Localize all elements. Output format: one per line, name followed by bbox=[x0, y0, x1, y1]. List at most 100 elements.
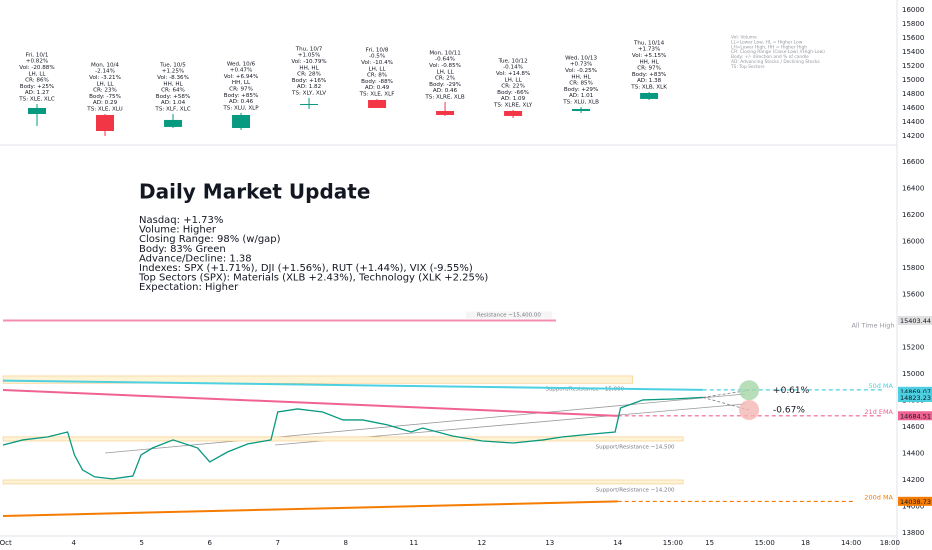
candle-note: HH, HL bbox=[639, 59, 659, 65]
y-tick-label: 14600 bbox=[902, 104, 924, 112]
y-tick-label: 15800 bbox=[902, 20, 924, 28]
candle-note: Body: -29% bbox=[429, 82, 461, 88]
legend-note: LL=Lower Low, HL = Higher Low bbox=[731, 39, 803, 45]
candle-date: Fri, 10/1 bbox=[26, 52, 49, 58]
resistance-label-box bbox=[465, 311, 552, 319]
legend-note: Body: +/- direction and % of candle bbox=[731, 54, 809, 60]
candle-note: TS: XLRE, XLY bbox=[493, 103, 533, 109]
y-tick-label: 16400 bbox=[902, 184, 924, 192]
candle-note: +1.73% bbox=[638, 47, 660, 53]
y-tick-label: 14000 bbox=[902, 502, 924, 510]
x-tick-label: 15:00 bbox=[663, 539, 683, 547]
candle-body bbox=[28, 107, 47, 114]
y-tick-label: 16600 bbox=[902, 158, 924, 166]
candle-note: AD: 1.82 bbox=[297, 84, 321, 90]
projection-marker bbox=[739, 399, 760, 420]
candle-note: CR: 22% bbox=[501, 84, 525, 90]
y-tick-label: 15800 bbox=[902, 264, 924, 272]
y-tick-label: 15600 bbox=[902, 290, 924, 298]
candle-note: CR: 86% bbox=[25, 78, 49, 84]
candle-date: Fri, 10/8 bbox=[366, 47, 389, 53]
summary-line: Body: 83% Green bbox=[139, 244, 226, 255]
trend-line bbox=[104, 393, 746, 454]
x-tick-label: Oct bbox=[0, 539, 12, 547]
y-tick-label: 14400 bbox=[902, 118, 924, 126]
update-title: Daily Market Update bbox=[139, 180, 370, 204]
y-tick-label: 14600 bbox=[902, 423, 924, 431]
projection-arrow bbox=[702, 397, 750, 411]
projection-marker bbox=[739, 380, 760, 401]
moving-average bbox=[2, 379, 703, 391]
legend-note: CR: Closing Range (Close-Low) /(High-Low… bbox=[731, 49, 825, 55]
candle-note: Vol: -8.36% bbox=[157, 75, 189, 81]
candle-note: TS: XLRE, XLB bbox=[424, 94, 465, 100]
price-badge bbox=[898, 411, 932, 421]
candle-note: CR: 8% bbox=[367, 73, 387, 79]
candle-date: Thu, 10/14 bbox=[633, 40, 665, 46]
zone bbox=[2, 436, 684, 442]
candle-body bbox=[436, 110, 455, 115]
candle-note: AD: 1.04 bbox=[161, 100, 186, 106]
price-badge bbox=[898, 316, 932, 326]
candle-note: TS: XLE, XLU bbox=[86, 106, 122, 112]
projection-arrow bbox=[702, 389, 750, 398]
candle-note: Body: -75% bbox=[89, 94, 121, 100]
y-tick-label: 15000 bbox=[902, 76, 924, 84]
candle-note: Vol: +6.94% bbox=[224, 74, 259, 80]
price-badge bbox=[898, 496, 932, 506]
candle-note: Body: +58% bbox=[156, 94, 191, 100]
candle-date: Thu, 10/7 bbox=[295, 46, 323, 52]
candle-note: +0.47% bbox=[230, 68, 252, 74]
summary-line: Volume: Higher bbox=[139, 225, 217, 236]
candle-note: HH, HL bbox=[299, 65, 319, 71]
y-tick-label: 15400 bbox=[902, 48, 924, 56]
x-tick-label: 18:00 bbox=[880, 539, 900, 547]
x-tick-label: 14:00 bbox=[841, 539, 861, 547]
price-badge-label: 14038.73 bbox=[900, 498, 931, 506]
candle-note: +1.05% bbox=[298, 53, 320, 59]
candle-note: +1.25% bbox=[162, 69, 184, 75]
candle-note: AD: 1.01 bbox=[569, 93, 594, 99]
candle-note: CR: 23% bbox=[93, 88, 117, 94]
candle-note: Body: +83% bbox=[632, 72, 667, 78]
candle-body bbox=[232, 114, 251, 128]
candle-date: Mon, 10/11 bbox=[429, 50, 461, 56]
candle-note: -0.64% bbox=[435, 57, 455, 63]
legend-note: Vol: Volume bbox=[731, 35, 757, 41]
ath-label: All Time High bbox=[851, 322, 894, 330]
candle-note: Body: +25% bbox=[20, 84, 55, 90]
summary-line: Indexes: SPX (+1.71%), DJI (+1.56%), RUT… bbox=[139, 263, 473, 274]
candle-note: AD: 1.27 bbox=[25, 90, 50, 96]
summary-line: Advance/Decline: 1.38 bbox=[139, 253, 252, 264]
x-tick-label: 8 bbox=[344, 539, 348, 547]
x-tick-label: 5 bbox=[140, 539, 144, 547]
candle-body bbox=[164, 119, 183, 127]
zone bbox=[2, 479, 684, 485]
projection-label: -0.67% bbox=[773, 405, 805, 415]
candle-body bbox=[96, 114, 115, 132]
candle-note: Vol: -3.21% bbox=[89, 75, 121, 81]
candle-note: +0.82% bbox=[26, 59, 48, 65]
zone-label: Support/Resistance ~14,200 bbox=[596, 487, 675, 493]
candle-note: CR: 97% bbox=[229, 87, 253, 93]
candle-note: CR: 64% bbox=[161, 88, 185, 94]
summary-line: Expectation: Higher bbox=[139, 282, 239, 293]
y-tick-label: 14200 bbox=[902, 476, 924, 484]
x-tick-label: 15 bbox=[705, 539, 714, 547]
candle-note: TS: XLY, XLV bbox=[291, 90, 326, 96]
candle-note: AD: 0.29 bbox=[93, 100, 118, 106]
candle-body bbox=[572, 108, 591, 111]
candle-note: AD: 0.49 bbox=[365, 85, 390, 91]
summary-line: Top Sectors (SPX): Materials (XLB +2.43%… bbox=[138, 273, 488, 284]
candle-body bbox=[640, 93, 659, 99]
candle-body bbox=[504, 110, 523, 116]
price-badge bbox=[898, 386, 932, 396]
candle-date: Wed, 10/13 bbox=[565, 55, 597, 61]
summary-line: Closing Range: 98% (w/gap) bbox=[139, 234, 281, 245]
candle-note: Vol: -10.4% bbox=[361, 60, 393, 66]
candle-body bbox=[300, 103, 319, 105]
candle-note: LH, LL bbox=[368, 66, 386, 72]
candle-note: Body: +29% bbox=[564, 87, 599, 93]
y-tick-label: 15000 bbox=[902, 370, 924, 378]
